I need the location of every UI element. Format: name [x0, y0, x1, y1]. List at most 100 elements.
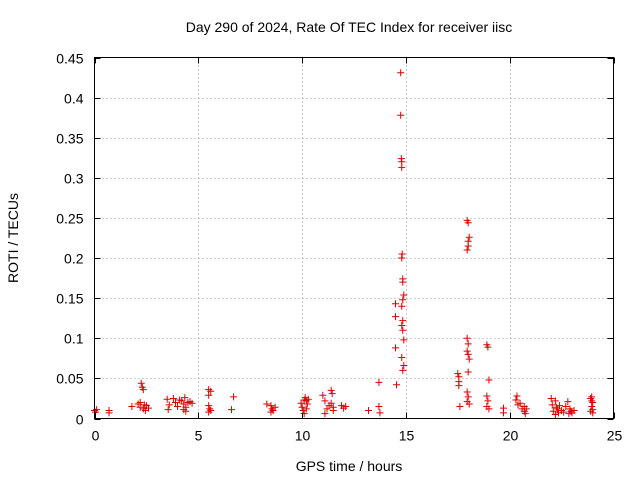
data-point [321, 397, 329, 405]
data-point [329, 406, 337, 414]
data-point [464, 340, 472, 348]
y-tick-label: 0.4 [64, 91, 84, 107]
y-tick-label: 0.05 [56, 371, 83, 387]
data-point [485, 405, 493, 413]
points-layer [91, 69, 597, 418]
data-point [297, 399, 305, 407]
data-point [398, 254, 406, 262]
data-point [303, 400, 311, 408]
grid-layer [94, 57, 614, 419]
y-tick-label: 0 [76, 412, 84, 428]
data-point [376, 409, 384, 417]
data-point [393, 381, 401, 389]
y-tick-label: 0.1 [64, 331, 84, 347]
y-tick-label: 0.35 [56, 131, 83, 147]
data-point [399, 326, 407, 334]
data-point [302, 405, 310, 413]
data-point [463, 334, 471, 342]
data-point [560, 408, 568, 416]
data-point [551, 397, 559, 405]
data-point [327, 386, 335, 394]
data-point [398, 302, 406, 310]
data-point [375, 378, 383, 386]
data-point [263, 400, 271, 408]
data-point [139, 386, 147, 394]
data-point [165, 401, 173, 409]
data-point [375, 402, 383, 410]
data-point [319, 391, 327, 399]
data-point [400, 291, 408, 299]
data-point [174, 402, 182, 410]
data-point [268, 405, 276, 413]
plot-frame [94, 57, 614, 419]
data-point [588, 393, 596, 401]
data-point [589, 398, 597, 406]
data-point [163, 395, 171, 403]
data-point [455, 382, 463, 390]
data-point [398, 158, 406, 166]
x-axis-label: GPS time / hours [296, 458, 403, 474]
data-point [463, 388, 471, 396]
data-point [465, 233, 473, 241]
data-point [556, 402, 564, 410]
data-point [397, 69, 405, 77]
data-point [570, 406, 578, 414]
data-point [164, 406, 172, 414]
data-point [463, 246, 471, 254]
data-point [463, 347, 471, 355]
data-point [465, 355, 473, 363]
data-point [551, 410, 559, 418]
data-point [207, 387, 215, 395]
data-point [454, 370, 462, 378]
y-tick-label: 0.45 [56, 51, 83, 67]
data-point [298, 403, 306, 411]
ticks-layer [94, 57, 615, 420]
x-tick-label: 15 [399, 428, 415, 444]
y-tick-labels: 0 0.05 0.1 0.15 0.2 0.25 0.3 0.35 0.4 0.45 [56, 51, 83, 428]
data-point [342, 402, 350, 410]
data-point [464, 219, 472, 227]
data-point [400, 362, 408, 370]
data-point [548, 401, 556, 409]
data-point [137, 379, 145, 387]
data-point [188, 399, 196, 407]
data-point [228, 406, 236, 414]
x-tick-label: 25 [607, 428, 623, 444]
data-point [399, 278, 407, 286]
data-point [392, 300, 400, 308]
y-tick-label: 0.2 [64, 251, 84, 267]
x-tick-label: 5 [195, 428, 203, 444]
data-point [567, 407, 575, 415]
data-point [327, 399, 335, 407]
data-point [399, 296, 407, 304]
data-point [171, 398, 179, 406]
data-point [267, 402, 275, 410]
data-point [483, 392, 491, 400]
data-point [205, 408, 213, 416]
data-point [206, 405, 214, 413]
data-point [456, 402, 464, 410]
data-point [169, 394, 177, 402]
data-point [399, 366, 407, 374]
data-point [400, 336, 408, 344]
data-point [485, 376, 493, 384]
data-point [141, 406, 149, 414]
data-point [464, 237, 472, 245]
data-point [299, 406, 307, 414]
data-point [552, 403, 560, 411]
data-point [181, 394, 189, 402]
data-point [499, 409, 507, 417]
x-tick-label: 10 [295, 428, 311, 444]
x-tick-label: 20 [503, 428, 519, 444]
data-point [512, 396, 520, 404]
data-point [521, 410, 529, 418]
data-point [397, 111, 405, 119]
data-point [547, 394, 555, 402]
x-tick-labels: 0 5 10 15 20 25 [92, 428, 623, 444]
y-tick-label: 0.3 [64, 171, 84, 187]
data-point [484, 343, 492, 351]
data-point [300, 410, 308, 418]
data-point [321, 410, 329, 418]
y-axis-label: ROTI / TECUs [5, 193, 21, 283]
